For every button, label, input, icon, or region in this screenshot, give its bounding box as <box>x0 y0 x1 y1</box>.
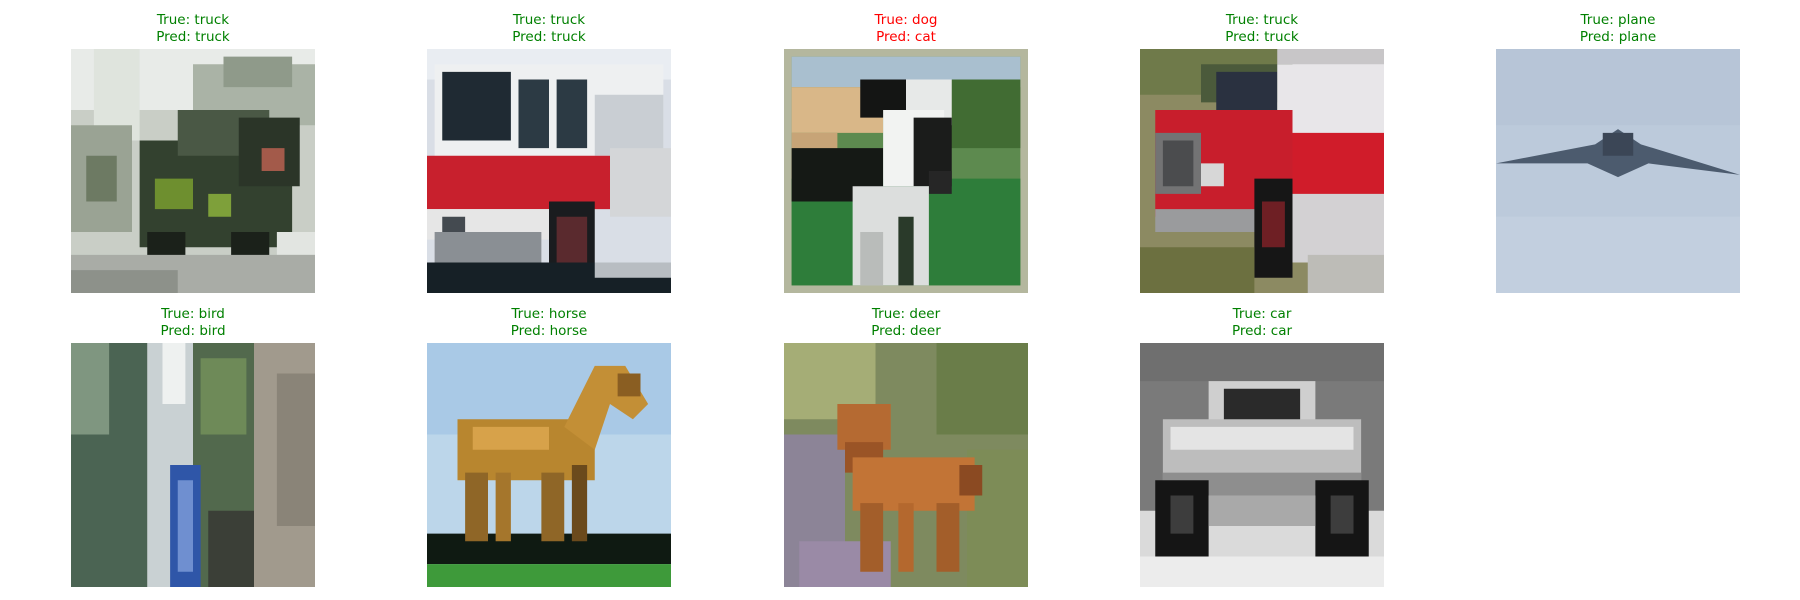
pred-label: Pred: deer <box>871 322 941 339</box>
car-image <box>1140 343 1384 587</box>
caption: True: plane Pred: plane <box>1496 12 1740 48</box>
dog-image <box>784 49 1028 293</box>
caption: True: dog Pred: cat <box>784 12 1028 48</box>
pred-label: Pred: car <box>1231 322 1293 339</box>
true-label: True: truck <box>156 12 230 28</box>
pred-label: Pred: truck <box>512 28 586 45</box>
true-label: True: car <box>1232 306 1292 322</box>
caption: True: truck Pred: truck <box>1140 12 1384 48</box>
pred-label: Pred: plane <box>1579 28 1657 45</box>
plane-image <box>1496 49 1740 293</box>
caption: True: truck Pred: truck <box>427 12 671 48</box>
caption: True: bird Pred: bird <box>71 306 315 342</box>
truck-image <box>71 49 315 293</box>
sample-cell: True: dog Pred: cat <box>784 12 1028 293</box>
bird-image <box>71 343 315 587</box>
pred-label: Pred: horse <box>510 322 588 339</box>
caption: True: horse Pred: horse <box>427 306 671 342</box>
true-label: True: bird <box>161 306 225 322</box>
pred-label: Pred: bird <box>160 322 226 339</box>
true-label: True: truck <box>1225 12 1299 28</box>
caption: True: car Pred: car <box>1140 306 1384 342</box>
true-label: True: dog <box>874 12 938 28</box>
sample-cell: True: deer Pred: deer <box>784 306 1028 587</box>
sample-cell: True: truck Pred: truck <box>427 12 671 293</box>
sample-cell: True: plane Pred: plane <box>1496 12 1740 293</box>
true-label: True: truck <box>512 12 586 28</box>
horse-image <box>427 343 671 587</box>
red-truck-image <box>1140 49 1384 293</box>
deer-image <box>784 343 1028 587</box>
sample-cell: True: truck Pred: truck <box>1140 12 1384 293</box>
sample-cell: True: car Pred: car <box>1140 306 1384 587</box>
true-label: True: deer <box>871 306 941 322</box>
true-label: True: plane <box>1580 12 1656 28</box>
fire-truck-image <box>427 49 671 293</box>
sample-cell: True: horse Pred: horse <box>427 306 671 587</box>
pred-label: Pred: cat <box>876 28 936 45</box>
pred-label: Pred: truck <box>156 28 230 45</box>
sample-cell: True: truck Pred: truck <box>71 12 315 293</box>
caption: True: truck Pred: truck <box>71 12 315 48</box>
true-label: True: horse <box>511 306 587 322</box>
sample-cell: True: bird Pred: bird <box>71 306 315 587</box>
pred-label: Pred: truck <box>1225 28 1299 45</box>
caption: True: deer Pred: deer <box>784 306 1028 342</box>
